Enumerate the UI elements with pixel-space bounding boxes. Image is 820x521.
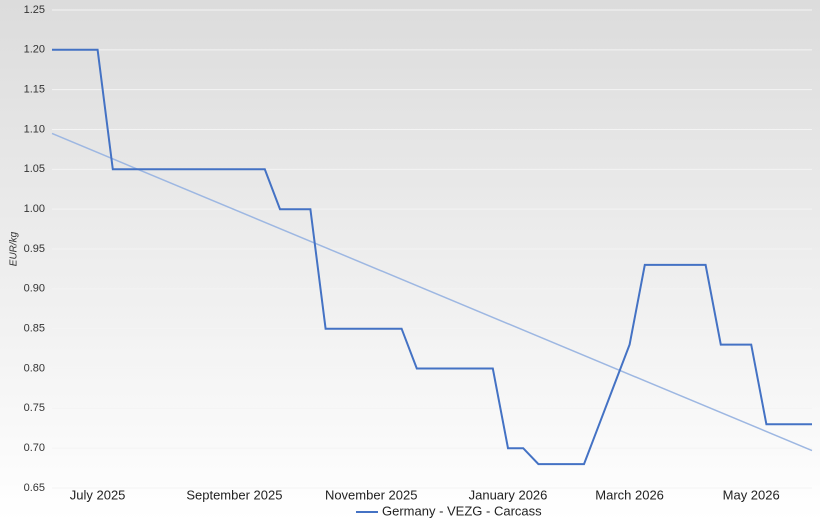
x-tick-label: March 2026 [595,487,664,502]
y-tick-label: 1.20 [24,44,45,56]
y-tick-label: 1.05 [24,163,45,175]
y-axis-label: EUR/kg [9,231,20,266]
y-tick-label: 0.95 [24,243,45,255]
legend-label: Germany - VEZG - Carcass [382,503,542,518]
y-tick-label: 1.15 [24,84,45,96]
x-tick-label: January 2026 [469,487,548,502]
x-tick-label: September 2025 [186,487,282,502]
y-tick-label: 0.70 [24,442,45,454]
y-tick-label: 0.90 [24,283,45,295]
x-tick-label: November 2025 [325,487,418,502]
trend-line [51,132,813,452]
y-tick-label: 0.75 [24,402,45,414]
y-tick-label: 1.10 [24,123,45,135]
x-tick-label: May 2026 [723,487,780,502]
x-tick-label: July 2025 [70,487,126,502]
y-tick-label: 0.85 [24,323,45,335]
data-line [52,48,812,466]
y-tick-label: 1.00 [24,203,45,215]
y-tick-label: 0.65 [24,482,45,494]
y-tick-label: 0.80 [24,362,45,374]
y-tick-label: 1.25 [24,4,45,16]
